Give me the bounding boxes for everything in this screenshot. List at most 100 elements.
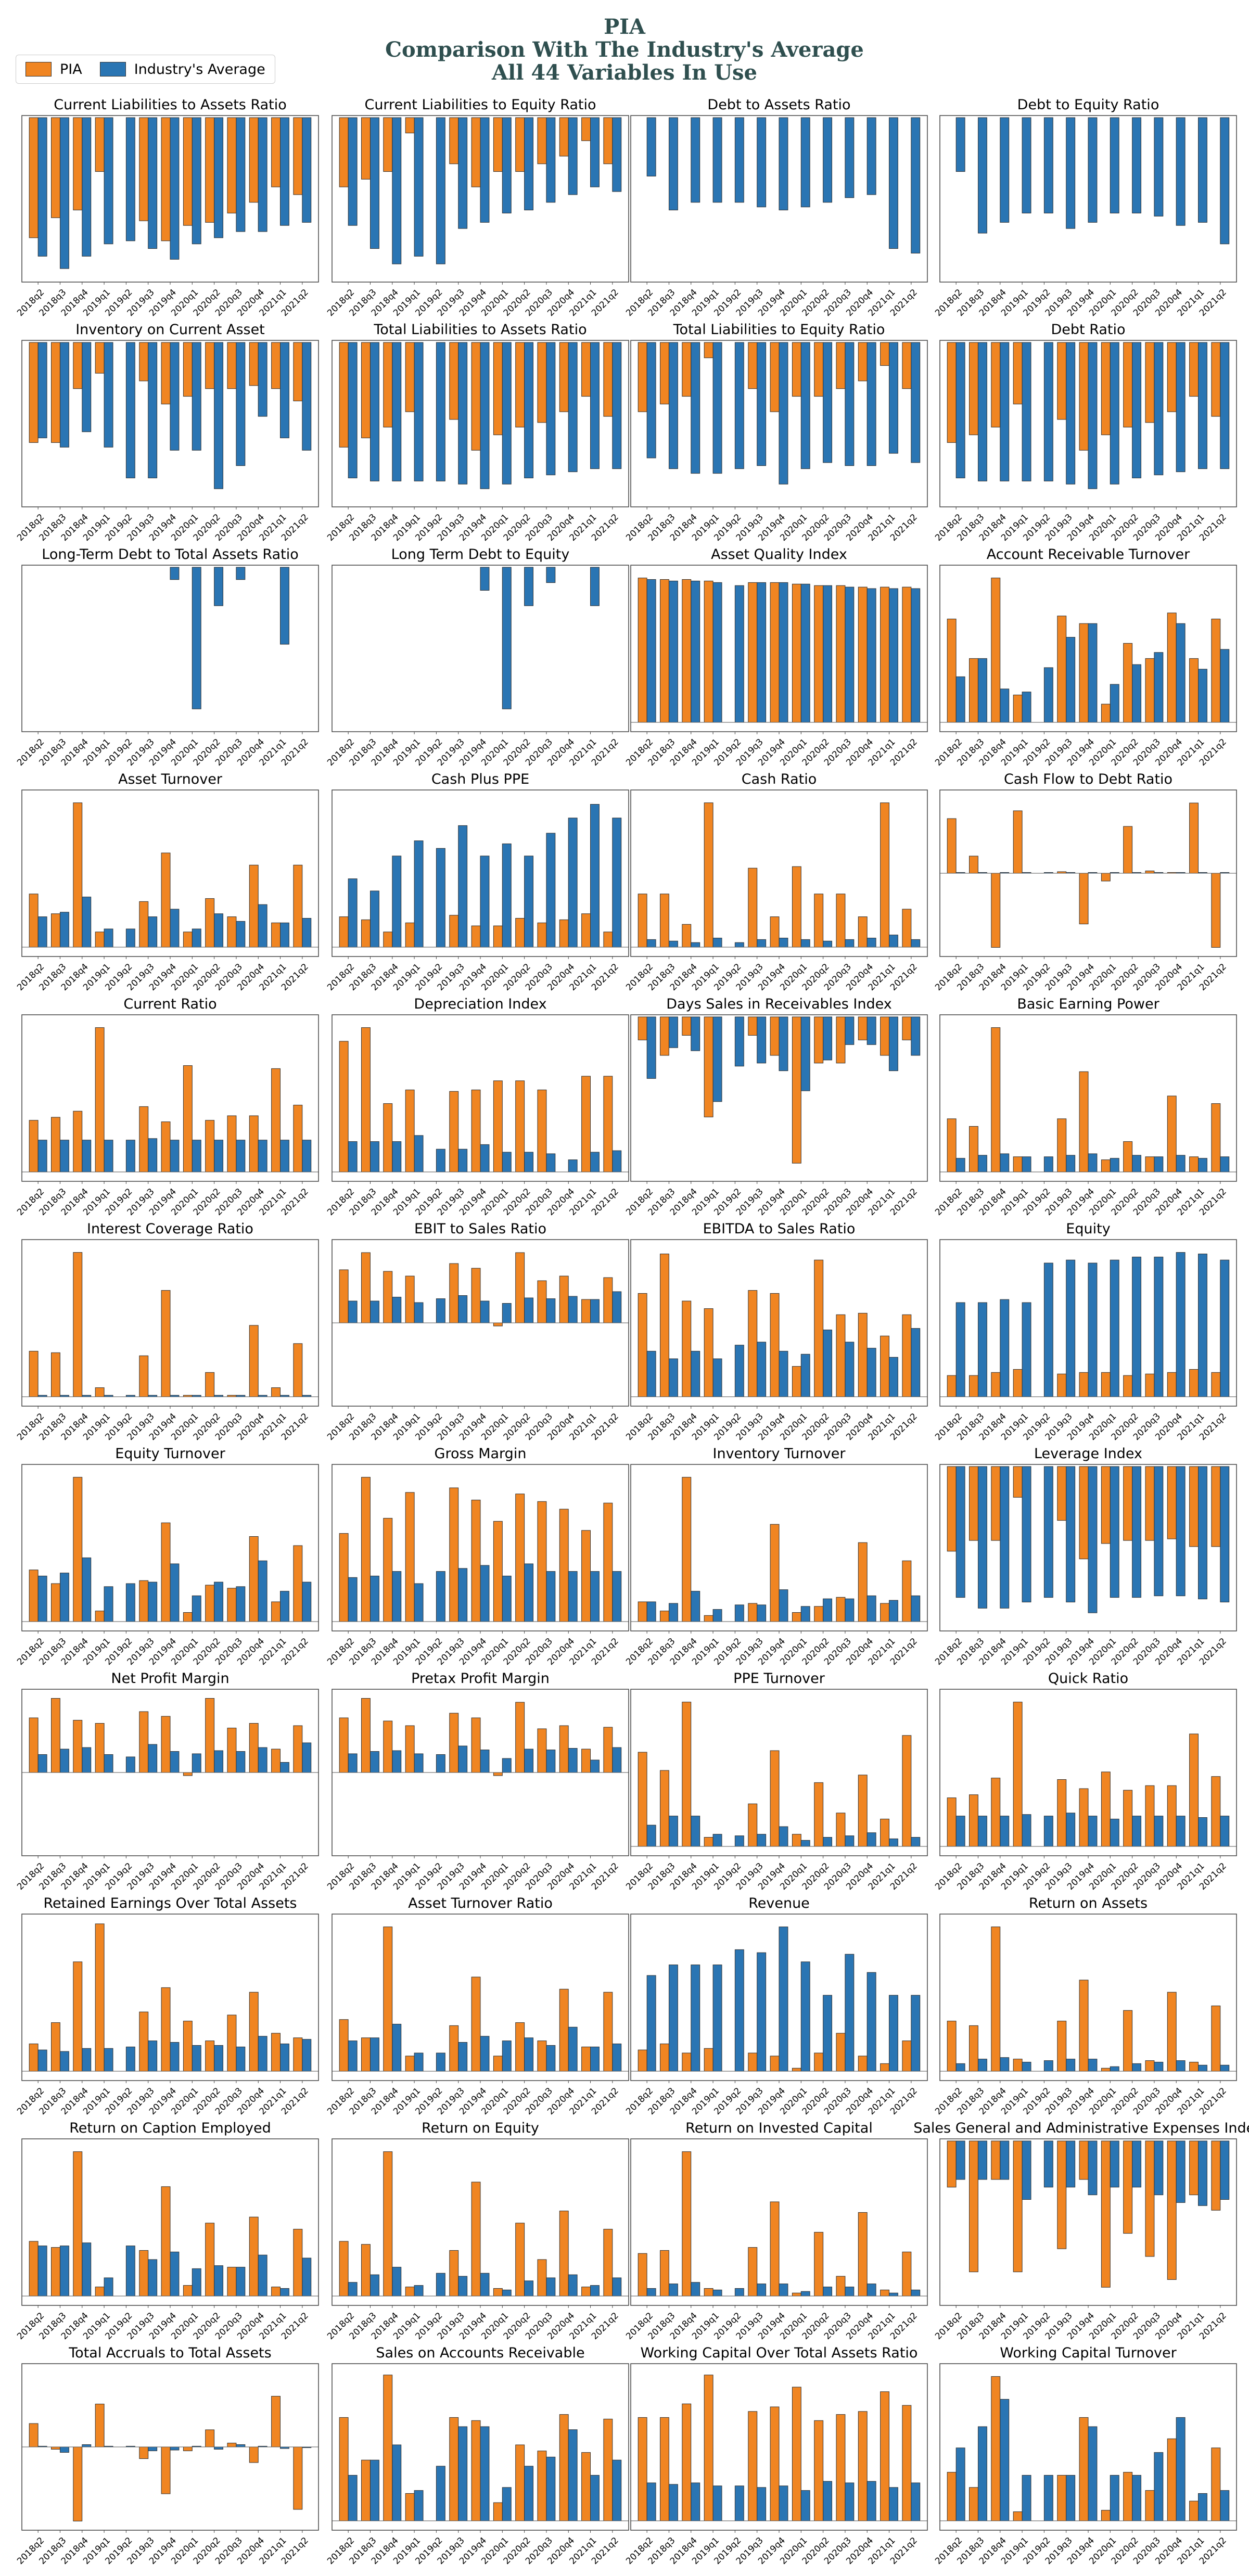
bar-company [638,2253,647,2297]
chart-panel: Return on Invested Capital2018q22018q320… [624,2120,928,2342]
bar-industry [280,2043,289,2072]
chart-title: Working Capital Turnover [1000,2345,1177,2361]
bar-industry [236,2267,246,2297]
bar-company [249,2216,259,2297]
bar-industry [280,117,289,226]
chart-panel: Debt Ratio2018q22018q32018q42019q12019q2… [933,322,1237,543]
bar-company [858,1312,868,1397]
bar-company [638,2417,647,2521]
bar-industry [1088,1153,1098,1172]
bar-industry [236,921,246,948]
bar-company [991,873,1001,948]
bar-industry [1043,667,1053,723]
bar-company [991,1372,1001,1397]
bar-company [205,1585,215,1622]
bar-industry [889,342,898,454]
chart-panel: Leverage Index2018q22018q32018q42019q120… [933,1446,1237,1667]
bar-industry [280,342,289,438]
bar-industry [524,342,533,478]
bar-company [991,1778,1001,1847]
bar-company [1167,1095,1177,1172]
bar-company [880,2391,889,2521]
bar-company [361,117,371,180]
bar-industry [1066,1259,1076,1397]
bar-company [183,1772,193,1776]
bar-industry [546,1298,556,1323]
bar-industry [669,940,678,948]
bar-company [249,1325,259,1397]
bar-industry [568,342,578,473]
bar-industry [1000,342,1010,481]
bar-industry [60,1749,69,1773]
bar-company [183,117,193,226]
bar-company [51,2247,60,2297]
bar-company [682,579,692,723]
bar-company [361,2037,371,2072]
bar-company [603,932,613,948]
bar-industry [889,1995,898,2072]
bar-company [1057,1118,1067,1172]
bar-company [814,1259,824,1397]
bar-company [1211,1103,1221,1172]
bar-industry [823,1330,832,1397]
bar-company [682,924,692,948]
bar-company [73,1720,83,1773]
bar-company [559,1988,569,2072]
bar-company [537,2041,547,2072]
chart-title: Current Liabilities to Assets Ratio [54,97,287,113]
bar-industry [1154,652,1164,723]
bar-industry [1066,1466,1076,1602]
bar-industry [82,897,92,948]
bar-industry [214,342,224,489]
bar-industry [436,848,445,948]
bar-industry [392,2267,402,2297]
bar-company [1013,694,1023,723]
bar-industry [1043,2475,1053,2521]
bar-industry [1198,1158,1207,1172]
bar-industry [712,117,722,203]
bar-company [704,342,713,359]
bar-company [293,117,303,195]
bar-company [704,2288,713,2297]
chart-panel: Equity2018q22018q32018q42019q12019q22019… [933,1221,1237,1443]
chart-panel: Cash Flow to Debt Ratio2018q22018q32018q… [933,771,1237,993]
bar-company [1123,1375,1133,1397]
bar-industry [1088,117,1098,223]
bar-company [748,2411,758,2521]
title-line-2: Comparison With The Industry's Average [385,37,864,62]
chart-panel: Sales General and Administrative Expense… [913,2120,1249,2342]
bar-company [1013,2140,1023,2273]
bar-industry [1043,1466,1053,1598]
chart-title: Debt to Equity Ratio [1017,97,1159,113]
bar-industry [104,1754,113,1773]
bar-industry [236,2046,246,2072]
bar-company [792,342,801,397]
bar-industry [1110,1818,1119,1847]
bar-company [183,1065,193,1172]
bar-company [227,2267,237,2297]
bar-company [581,2046,591,2072]
bar-industry [348,1141,358,1172]
bar-industry [1088,1816,1098,1847]
bar-company [29,1570,39,1622]
bar-company [515,1702,525,1773]
bar-industry [370,2037,379,2072]
bar-industry [1154,2140,1164,2196]
bar-company [1101,873,1111,882]
bar-company [293,2446,303,2510]
bar-industry [148,1582,158,1622]
bar-industry [348,2041,358,2072]
bar-company [991,578,1001,723]
bar-company [902,1735,912,1847]
bar-company [361,342,371,438]
bar-industry [1043,342,1053,481]
bar-company [1189,2062,1199,2072]
bar-industry [436,2273,445,2297]
bar-industry [125,1756,135,1773]
bar-company [748,868,758,948]
bar-industry [524,2466,533,2521]
chart-panel: Long-Term Debt to Total Assets Ratio2018… [15,546,319,768]
bar-company [660,1770,669,1847]
bar-company [361,1027,371,1172]
bar-company [770,2201,780,2297]
